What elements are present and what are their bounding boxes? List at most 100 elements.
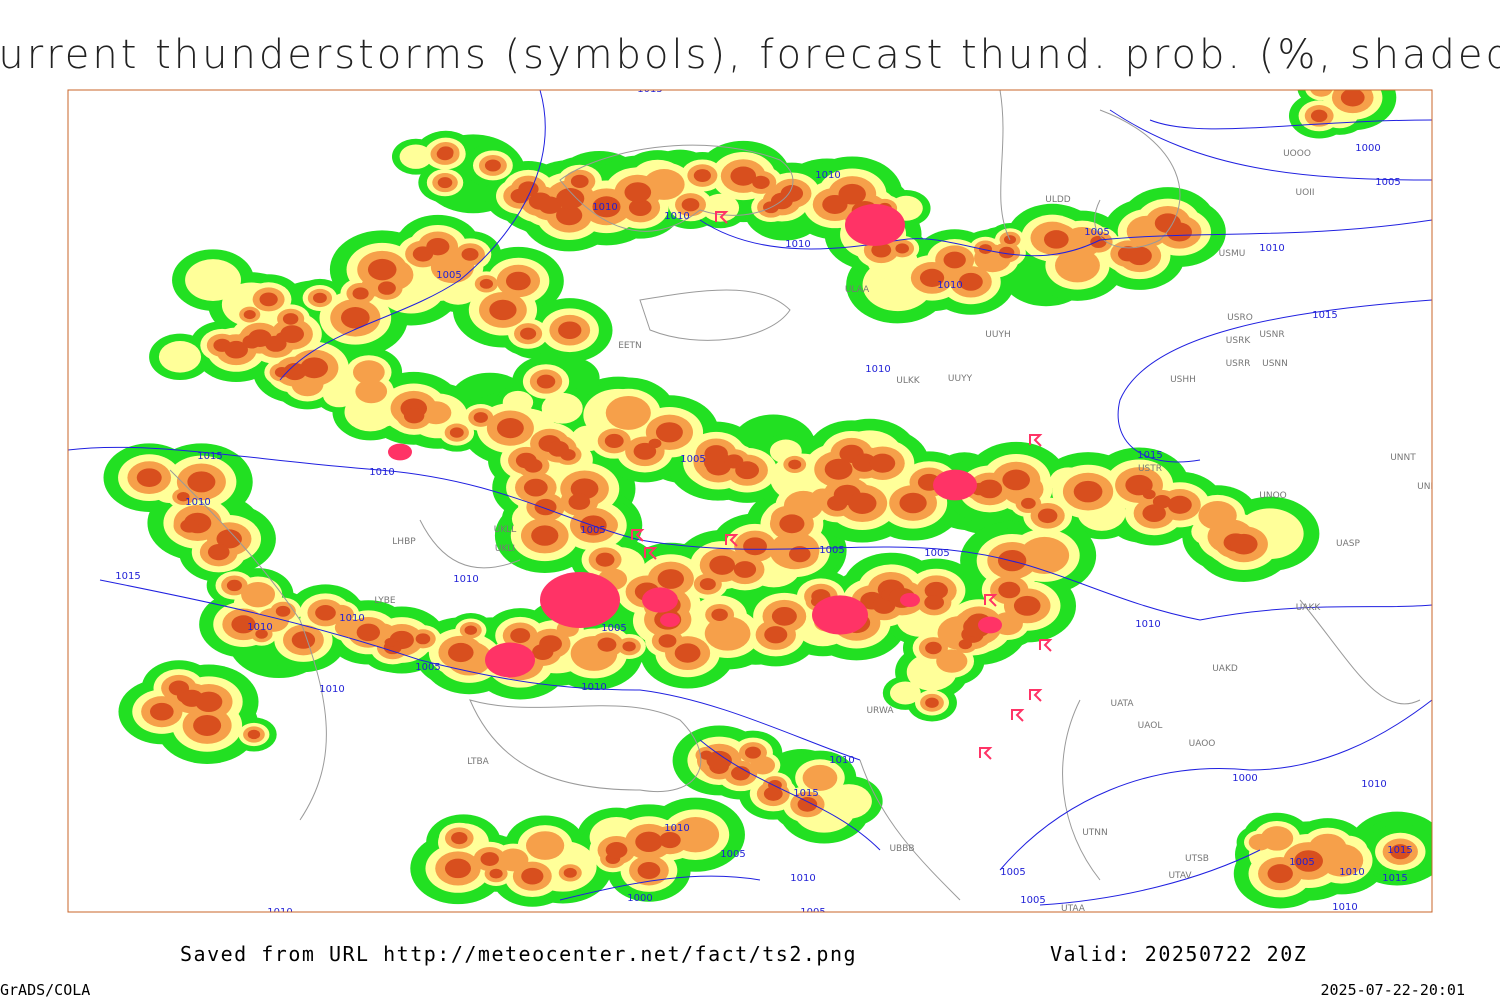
isobar-label: 1015 <box>115 571 140 582</box>
shade-cell <box>771 606 797 626</box>
shade-cell <box>505 271 531 291</box>
isobar-label: 1005 <box>580 525 605 536</box>
isobar-label: 1005 <box>436 270 461 281</box>
isobar-label: 1005 <box>1020 895 1045 906</box>
station-label: UTNN <box>1082 828 1108 838</box>
shade-cell <box>745 746 761 759</box>
shade-cell <box>1310 109 1328 123</box>
station-label: USMU <box>1219 249 1246 259</box>
shade-cell <box>740 465 758 479</box>
shade-cell <box>185 259 241 302</box>
station-label: UAKD <box>1212 664 1238 674</box>
probability-shading <box>103 90 1432 909</box>
shade-cell <box>925 697 939 708</box>
shade-cell <box>355 379 388 404</box>
storm-symbol <box>715 211 729 224</box>
isobar-label: 1005 <box>1375 177 1400 188</box>
shade-cell <box>216 529 242 549</box>
storm-area <box>642 587 678 613</box>
shade-cell <box>779 514 805 534</box>
shade-cell <box>622 641 636 652</box>
shade-cell <box>628 198 652 216</box>
shade-cell <box>384 637 397 647</box>
shade-cell <box>681 198 700 212</box>
station-label: UOII <box>1296 188 1315 198</box>
station-label: UATA <box>1110 699 1134 709</box>
shade-cell <box>1073 480 1103 503</box>
isobar-label: 1010 <box>1135 619 1160 630</box>
storm-area <box>660 613 680 627</box>
shade-cell <box>437 177 453 189</box>
shade-cell <box>518 181 539 197</box>
shade-cell <box>547 440 569 457</box>
shade-cell <box>706 750 732 770</box>
shade-cell <box>709 555 735 575</box>
isobar-label: 1010 <box>1361 779 1386 790</box>
storm-symbol <box>979 747 993 760</box>
shade-cell <box>479 278 494 289</box>
shade-cell <box>852 453 877 472</box>
timestamp: 2025-07-22-20:01 <box>1321 981 1466 999</box>
station-label: USHH <box>1170 375 1196 385</box>
station-label: LTBA <box>467 757 489 767</box>
storm-symbol <box>1039 639 1053 652</box>
station-label: UUYH <box>985 330 1010 340</box>
isobar-label: 1005 <box>924 548 949 559</box>
shade-cell <box>300 357 329 379</box>
station-label: ULAA <box>845 285 870 295</box>
shade-cell <box>280 325 304 344</box>
shade-cell <box>998 581 1021 599</box>
station-label: USNN <box>1262 359 1288 369</box>
station-label: ULKK <box>896 376 921 386</box>
shade-cell <box>315 605 336 621</box>
shade-cell <box>1294 850 1323 872</box>
shade-cell <box>895 243 909 254</box>
station-label: UNBB <box>1417 482 1443 492</box>
shade-cell <box>899 492 927 514</box>
station-label: UAKK <box>1296 603 1322 613</box>
shade-cell <box>536 374 556 389</box>
isobar-label: 1005 <box>720 849 745 860</box>
isobar-label: 1000 <box>1232 773 1257 784</box>
shade-cell <box>259 292 278 307</box>
shade-cell <box>1021 497 1036 509</box>
station-label: USNR <box>1259 330 1284 340</box>
isobar-label: 1010 <box>185 497 210 508</box>
storm-area <box>388 443 412 461</box>
shade-cell <box>444 858 471 879</box>
shade-cell <box>889 681 921 705</box>
shade-cell <box>282 313 299 325</box>
shade-cell <box>1013 595 1041 616</box>
isobar-label: 1005 <box>800 907 825 918</box>
shade-cell <box>1167 495 1192 514</box>
shade-cell <box>473 412 488 423</box>
station-label: USRO <box>1227 313 1253 323</box>
station-label: UUYY <box>948 374 973 384</box>
isobar-label: 1010 <box>369 467 394 478</box>
valid-time: Valid: 20250722 20Z <box>1050 942 1307 966</box>
shade-cell <box>556 205 583 226</box>
shade-cell <box>243 310 256 320</box>
storm-area <box>978 616 1002 634</box>
station-label: LHBP <box>392 537 416 547</box>
station-label: URWA <box>866 706 894 716</box>
shade-cell <box>624 182 652 203</box>
shade-cell <box>265 335 287 352</box>
station-label: UTAA <box>1061 904 1086 914</box>
shade-cell <box>743 537 767 556</box>
shade-cell <box>958 639 973 650</box>
isobar-label: 1010 <box>937 280 962 291</box>
shade-cell <box>704 616 751 651</box>
isobar-label: 1015 <box>793 788 818 799</box>
storm-symbol <box>725 534 739 547</box>
shade-cell <box>226 579 242 592</box>
storm-area <box>485 642 535 678</box>
thunderstorm-symbols <box>388 204 1053 760</box>
station-label: USRR <box>1226 359 1251 369</box>
shade-cell <box>752 175 770 189</box>
storm-symbol <box>1029 689 1043 702</box>
shade-cell <box>640 866 655 877</box>
shade-cell <box>291 631 316 649</box>
shade-cell <box>224 340 248 359</box>
